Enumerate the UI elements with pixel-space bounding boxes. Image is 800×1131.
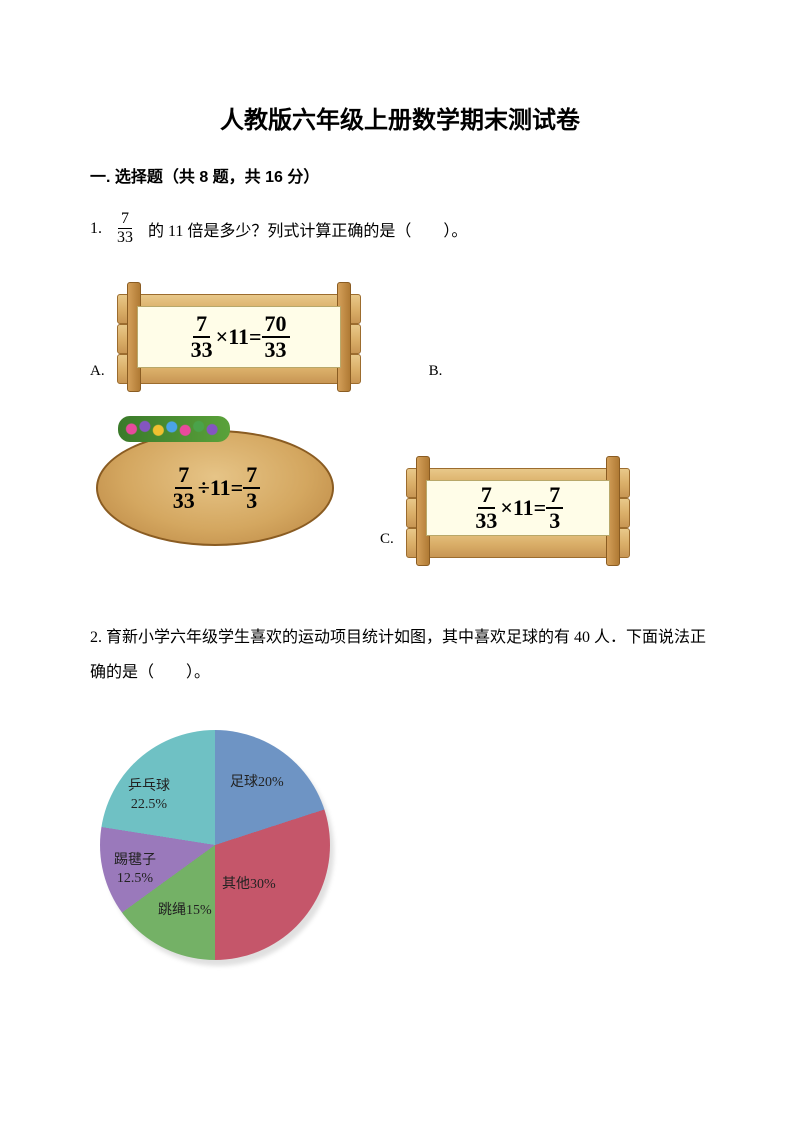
sign-b: 733 ÷11= 73 [90,410,340,560]
q1-option-b-label-only: B. [429,363,443,392]
sign-c: 733 ×11= 73 [398,456,638,560]
q1-frac-den: 33 [114,229,136,246]
sign-b-eq: 733 ÷11= 73 [90,464,340,512]
q1-tail: 的 11 倍是多少？列式计算正确的是（ ）。 [148,217,467,241]
q1-option-a[interactable]: A. 733 ×11= 7033 [90,282,369,392]
pie-label: 乒乓球22.5% [128,778,170,813]
q1-options-row2: 733 ÷11= 73 C. 733 ×11= 73 [90,410,710,560]
pie-label: 其他30% [222,876,276,894]
sign-a-eq: 733 ×11= 7033 [137,306,341,368]
pie-label: 跳绳15% [158,902,212,920]
q2-stem: 2. 育新小学六年级学生喜欢的运动项目统计如图，其中喜欢足球的有 40 人．下面… [90,620,710,690]
q1-opt-c-label: C. [380,531,394,548]
q1-stem: 1. 7 33 的 11 倍是多少？列式计算正确的是（ ）。 [90,211,710,246]
pie-label: 踢毽子12.5% [114,852,156,887]
page-title: 人教版六年级上册数学期末测试卷 [90,100,710,135]
sign-a: 733 ×11= 7033 [109,282,369,392]
pie-disc [100,730,330,960]
sign-c-eq: 733 ×11= 73 [426,480,610,536]
pie-label: 足球20% [230,774,284,792]
q1-option-c[interactable]: C. 733 ×11= 73 [380,456,638,560]
q1-opt-a-label: A. [90,363,105,380]
flowers-icon [118,416,230,442]
q1-number: 1. [90,220,102,238]
section-1-header: 一. 选择题（共 8 题，共 16 分） [90,163,710,187]
q1-options-row1: A. 733 ×11= 7033 B. [90,282,710,392]
q1-opt-b-label: B. [429,363,443,380]
q1-fraction: 7 33 [114,211,136,246]
q1-frac-num: 7 [118,211,132,229]
pie-chart: 足球20% 其他30% 跳绳15%踢毽子12.5% 乒乓球22.5% [96,726,336,966]
q1-option-b[interactable]: 733 ÷11= 73 [90,410,340,560]
